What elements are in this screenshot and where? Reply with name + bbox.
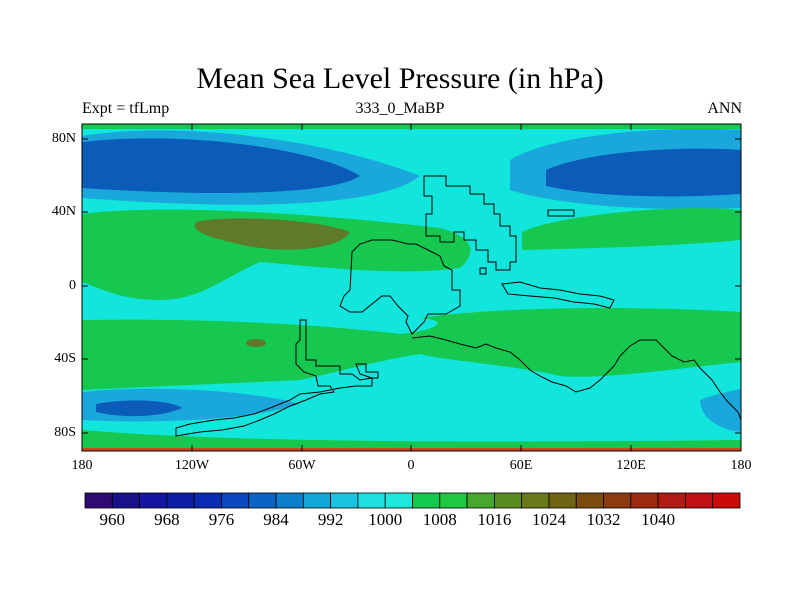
coastline-eastern-belt xyxy=(411,335,742,421)
coastline-island-a xyxy=(479,267,487,275)
colorbar-swatch-18 xyxy=(575,492,604,509)
colorbar-label-1024: 1024 xyxy=(531,510,566,529)
colorbar-label-960: 960 xyxy=(99,510,126,529)
colorbar-label-1000: 1000 xyxy=(368,510,403,529)
north-high-olive xyxy=(194,218,350,250)
colorbar-swatch-2 xyxy=(139,492,168,509)
coastline-eastern-inner xyxy=(501,281,615,309)
coastline-southern-arm-1 xyxy=(175,319,373,437)
south-high-olive-spot xyxy=(246,339,266,347)
colorbar-swatch-11 xyxy=(384,492,413,509)
colorbar-swatch-19 xyxy=(603,492,632,509)
north-high-belt-west xyxy=(82,209,471,300)
colorbar-swatch-15 xyxy=(493,492,523,509)
colorbar-swatch-17 xyxy=(548,492,577,509)
colorbar-swatch-21 xyxy=(657,492,686,509)
colorbar-label-976: 976 xyxy=(208,510,235,529)
colorbar-swatch-1 xyxy=(111,492,140,509)
colorbar-swatch-3 xyxy=(166,492,195,509)
time-label: 333_0_MaBP xyxy=(355,100,445,117)
south-polar-green-belt xyxy=(82,430,741,451)
x-label-60e: 60E xyxy=(509,458,533,473)
colorbar xyxy=(84,492,741,509)
map-title: Mean Sea Level Pressure (in hPa) xyxy=(196,62,604,95)
x-label-180e: 180 xyxy=(730,458,752,473)
colorbar-swatch-8 xyxy=(302,492,332,509)
x-label-0: 0 xyxy=(407,458,415,473)
season-label: ANN xyxy=(707,100,742,117)
coastline-north-island xyxy=(547,209,575,217)
y-label-40s: 40S xyxy=(54,351,76,366)
y-label-80s: 80S xyxy=(54,425,76,440)
coastline-central-continent xyxy=(339,239,461,335)
colorbar-swatch-12 xyxy=(412,492,441,509)
colorbar-swatch-13 xyxy=(439,492,468,509)
x-label-180w: 180 xyxy=(71,458,93,473)
colorbar-swatch-6 xyxy=(248,492,277,509)
south-high-belt xyxy=(82,308,741,390)
colorbar-swatch-5 xyxy=(221,492,250,509)
colorbar-label-984: 984 xyxy=(263,510,289,529)
colorbar-swatch-0 xyxy=(84,492,113,509)
colorbar-swatch-9 xyxy=(330,492,359,509)
colorbar-swatch-22 xyxy=(685,492,714,509)
colorbar-swatch-20 xyxy=(630,492,659,509)
colorbar-swatch-7 xyxy=(275,492,304,509)
north-pacific-low-inner xyxy=(82,138,360,193)
colorbar-swatch-4 xyxy=(193,492,222,509)
north-high-belt-east xyxy=(522,208,741,250)
y-label-0: 0 xyxy=(69,278,76,293)
colorbar-label-1032: 1032 xyxy=(586,510,621,529)
colorbar-label-968: 968 xyxy=(154,510,180,529)
y-label-80n: 80N xyxy=(51,131,76,146)
southern-low-inner xyxy=(96,400,182,417)
x-label-60w: 60W xyxy=(288,458,316,473)
x-label-120w: 120W xyxy=(174,458,210,473)
colorbar-swatch-10 xyxy=(357,492,386,509)
coastline-southern-arm-2 xyxy=(355,363,379,379)
experiment-label: Expt = tfLmp xyxy=(82,100,170,117)
coastline-northern-continent xyxy=(423,175,517,271)
north-atlantic-low-inner xyxy=(546,148,741,197)
x-label-120e: 120E xyxy=(616,458,646,473)
colorbar-swatch-23 xyxy=(712,492,741,509)
colorbar-label-1008: 1008 xyxy=(422,510,457,529)
southern-low-east xyxy=(700,388,741,432)
axis-ticks xyxy=(81,124,742,451)
coastlines xyxy=(175,175,742,437)
colorbar-swatch-14 xyxy=(466,492,495,509)
colorbar-label-992: 992 xyxy=(317,510,344,529)
y-label-40n: 40N xyxy=(51,204,76,219)
colorbar-label-1016: 1016 xyxy=(477,510,512,529)
colorbar-swatch-16 xyxy=(521,492,550,509)
colorbar-label-1040: 1040 xyxy=(641,510,676,529)
south-high-small-spot xyxy=(394,340,410,352)
